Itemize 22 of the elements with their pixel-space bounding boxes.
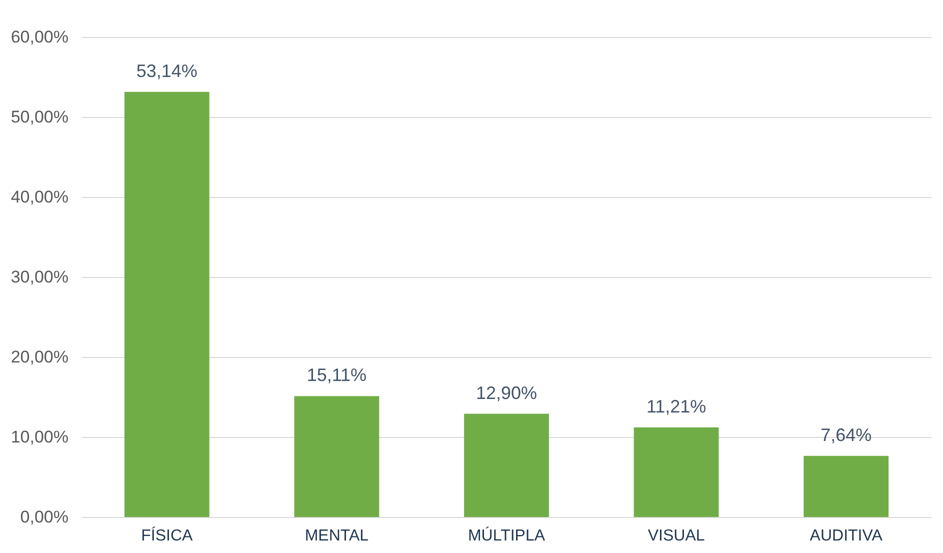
y-tick-label: 10,00% — [10, 428, 68, 446]
x-tick-label: FÍSICA — [141, 526, 194, 544]
data-label: 12,90% — [476, 382, 538, 403]
x-tick-label: VISUAL — [648, 528, 705, 544]
data-label: 15,11% — [306, 365, 367, 386]
bar — [294, 396, 380, 517]
bar — [634, 427, 719, 517]
bar — [124, 92, 210, 517]
y-tick-label: 60,00% — [10, 28, 68, 46]
x-tick-label: MÚLTIPLA — [468, 526, 546, 544]
y-tick-label: 50,00% — [10, 108, 68, 126]
bar — [464, 414, 549, 517]
y-tick-label: 40,00% — [10, 188, 68, 206]
data-label: 11,21% — [646, 396, 706, 416]
data-label: 7,64% — [820, 424, 872, 445]
y-tick-label: 0,00% — [20, 508, 68, 526]
y-tick-label: 20,00% — [10, 348, 68, 366]
x-tick-label: MENTAL — [304, 528, 369, 544]
bar — [804, 456, 889, 517]
x-tick-label: AUDITIVA — [810, 528, 883, 544]
data-label: 53,14% — [136, 60, 198, 81]
y-tick-label: 30,00% — [10, 268, 68, 286]
